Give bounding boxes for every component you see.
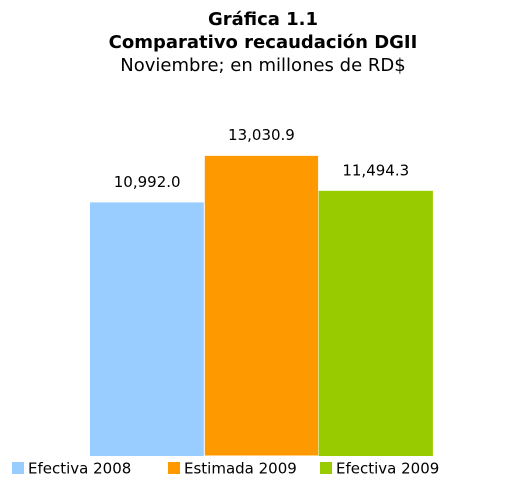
- bar: [203, 154, 320, 457]
- data-label: 10,992.0: [114, 173, 181, 191]
- legend-label: Estimada 2009: [184, 460, 297, 478]
- data-label: 11,494.3: [342, 161, 409, 179]
- chart-subtitle: Comparativo recaudación DGII: [109, 32, 418, 53]
- legend-label: Efectiva 2008: [28, 460, 131, 478]
- bar: [318, 190, 433, 457]
- chart-title: Gráfica 1.1: [208, 9, 318, 30]
- chart-subtitle: Noviembre; en millones de RD$: [120, 55, 405, 76]
- data-label: 13,030.9: [228, 126, 295, 144]
- bar: [90, 202, 205, 456]
- legend-swatch: [12, 462, 24, 474]
- legend-swatch: [320, 462, 332, 474]
- legend-label: Efectiva 2009: [336, 460, 439, 478]
- legend-swatch: [168, 462, 180, 474]
